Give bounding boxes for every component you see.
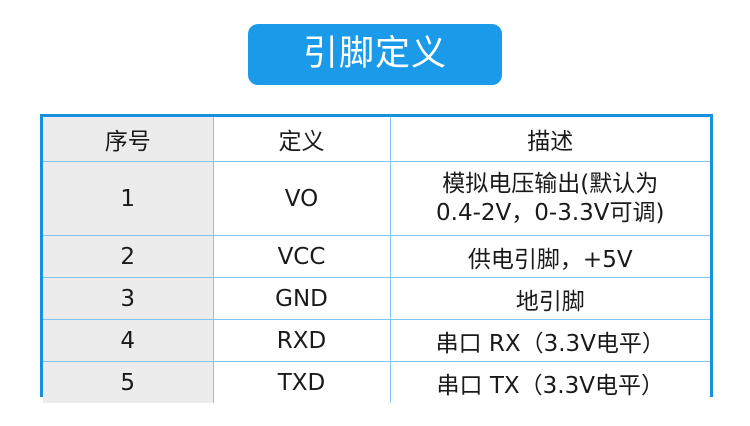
table-row: 3 GND 地引脚: [43, 277, 710, 320]
cell-no: 1: [43, 161, 214, 236]
cell-description: 供电引脚，+5V: [389, 235, 710, 278]
title-banner: 引脚定义: [248, 24, 502, 85]
table-header: 序号 定义 描述: [43, 117, 710, 162]
pin-definition-table-container: 序号 定义 描述 1 VO 模拟电压输出(默认为 0.4-2V，0-3.3V可调…: [40, 114, 713, 403]
column-header-no: 序号: [43, 117, 214, 162]
column-header-definition: 定义: [212, 117, 391, 162]
cell-definition: TXD: [212, 361, 391, 403]
column-header-description: 描述: [389, 117, 710, 162]
title-banner-container: 引脚定义: [0, 24, 750, 85]
page-title: 引脚定义: [302, 34, 447, 74]
cell-definition: GND: [212, 277, 391, 320]
cell-description-line-1: 模拟电压输出(默认为: [442, 171, 659, 198]
cell-description-line-2: 0.4-2V，0-3.3V可调): [436, 199, 665, 226]
cell-description: 模拟电压输出(默认为 0.4-2V，0-3.3V可调): [389, 161, 710, 236]
cell-no: 2: [43, 235, 214, 278]
cell-no: 3: [43, 277, 214, 320]
table-row: 2 VCC 供电引脚，+5V: [43, 235, 710, 278]
cell-definition: VCC: [212, 235, 391, 278]
cell-no: 4: [43, 319, 214, 362]
table-header-row: 序号 定义 描述: [43, 117, 710, 162]
cell-definition: VO: [212, 161, 391, 236]
cell-no: 5: [43, 361, 214, 403]
table-row: 1 VO 模拟电压输出(默认为 0.4-2V，0-3.3V可调): [43, 161, 710, 236]
cell-description: 串口 TX（3.3V电平）: [389, 361, 710, 403]
pin-definition-table: 序号 定义 描述 1 VO 模拟电压输出(默认为 0.4-2V，0-3.3V可调…: [43, 117, 710, 403]
cell-description: 串口 RX（3.3V电平）: [389, 319, 710, 362]
table-row: 4 RXD 串口 RX（3.3V电平）: [43, 319, 710, 362]
table-body: 1 VO 模拟电压输出(默认为 0.4-2V，0-3.3V可调) 2 VCC 供…: [43, 161, 710, 403]
cell-definition: RXD: [212, 319, 391, 362]
table-row: 5 TXD 串口 TX（3.3V电平）: [43, 361, 710, 403]
cell-description: 地引脚: [389, 277, 710, 320]
